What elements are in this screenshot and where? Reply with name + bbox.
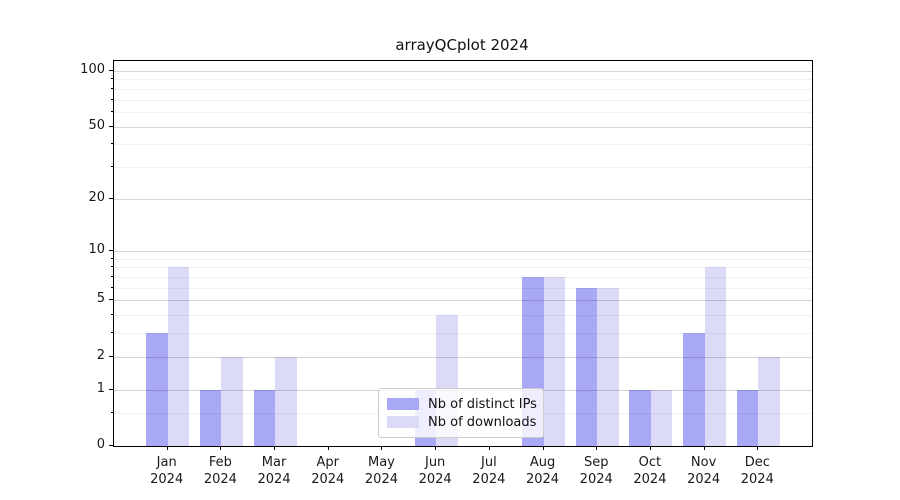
y-tick-label: 5 — [96, 291, 105, 307]
bar-jan-downloads — [167, 267, 190, 446]
bar-feb-ips — [199, 389, 222, 446]
bar-sep-ips — [575, 287, 598, 446]
y-tick — [109, 355, 114, 357]
x-tick-label: Feb 2024 — [203, 455, 237, 487]
y-tick — [109, 197, 114, 199]
y-tick-minor — [111, 165, 114, 167]
chart-title: arrayQCplot 2024 — [395, 36, 529, 54]
y-tick — [109, 70, 114, 71]
y-tick-minor — [111, 412, 114, 414]
x-tick — [757, 446, 759, 450]
x-tick — [327, 446, 329, 450]
y-tick-minor — [111, 257, 114, 259]
x-tick-label: Jan 2024 — [150, 455, 184, 487]
legend-item-distinct-ips: Nb of distinct IPs — [387, 395, 537, 413]
bar-nov-ips — [683, 333, 705, 446]
x-tick — [542, 446, 544, 450]
y-tick-label: 0 — [96, 437, 105, 452]
y-tick-label: 10 — [88, 242, 105, 258]
bar-aug-downloads — [543, 277, 565, 446]
y-tick-minor — [111, 332, 114, 334]
gridline-minor — [114, 99, 812, 101]
y-tick-label: 20 — [88, 189, 105, 205]
y-tick-minor — [111, 98, 114, 100]
bar-nov-downloads — [704, 267, 727, 446]
gridline-major — [114, 126, 812, 128]
bar-oct-ips — [629, 389, 651, 446]
x-tick — [435, 446, 437, 450]
gridline-major — [114, 251, 812, 253]
x-tick — [381, 446, 383, 450]
legend-swatch-distinct-ips — [387, 398, 419, 410]
y-tick-minor — [111, 143, 114, 145]
y-tick-label: 2 — [96, 347, 105, 363]
y-tick — [109, 125, 114, 127]
y-tick-minor — [111, 314, 114, 316]
legend-label-distinct-ips: Nb of distinct IPs — [428, 396, 537, 412]
gridline-minor — [114, 267, 812, 269]
y-tick-label: 1 — [96, 380, 105, 396]
y-tick-label: 100 — [80, 62, 105, 77]
y-tick-minor — [111, 78, 114, 80]
bar-mar-ips — [253, 389, 276, 446]
legend-swatch-downloads — [387, 416, 419, 428]
gridline-minor — [114, 258, 812, 260]
x-tick — [649, 446, 651, 450]
gridline-minor — [114, 287, 812, 289]
x-tick-label: Mar 2024 — [257, 455, 291, 487]
gridline-minor — [114, 277, 812, 279]
gridline-minor — [114, 144, 812, 146]
gridline-minor — [114, 166, 812, 168]
y-tick-minor — [111, 266, 114, 268]
y-tick-minor — [111, 276, 114, 278]
x-tick — [166, 446, 168, 450]
x-tick-label: Aug 2024 — [525, 455, 560, 487]
y-tick-minor — [111, 286, 114, 288]
y-tick — [109, 388, 114, 390]
gridline-major — [114, 300, 812, 302]
x-tick-label: Sep 2024 — [579, 455, 613, 487]
gridline-major — [114, 198, 812, 200]
y-tick — [109, 299, 114, 301]
x-tick — [596, 446, 598, 450]
x-tick-label: Jun 2024 — [418, 455, 452, 487]
y-tick-label: 50 — [88, 117, 105, 133]
legend-item-downloads: Nb of downloads — [387, 413, 537, 431]
x-tick — [488, 446, 490, 450]
x-tick — [220, 446, 222, 450]
y-tick — [109, 250, 114, 252]
x-tick — [703, 446, 705, 450]
x-tick-label: Nov 2024 — [687, 455, 721, 487]
gridline-major — [114, 356, 812, 358]
x-tick-label: Jul 2024 — [472, 455, 506, 487]
gridline-minor — [114, 333, 812, 335]
gridline-minor — [114, 88, 812, 90]
y-tick — [109, 445, 114, 446]
bar-sep-downloads — [597, 287, 619, 446]
bar-oct-downloads — [650, 389, 673, 446]
x-tick-label: Apr 2024 — [311, 455, 345, 487]
legend: Nb of distinct IPs Nb of downloads — [378, 388, 544, 438]
bar-feb-downloads — [221, 356, 243, 446]
gridline-minor — [114, 111, 812, 113]
y-tick-minor — [111, 87, 114, 89]
x-tick-label: Dec 2024 — [740, 455, 774, 487]
x-tick-label: Oct 2024 — [633, 455, 667, 487]
gridline-minor — [114, 79, 812, 81]
x-tick — [274, 446, 276, 450]
bar-dec-downloads — [758, 356, 780, 446]
gridline-minor — [114, 315, 812, 317]
y-tick-minor — [111, 110, 114, 112]
gridline-major — [114, 71, 812, 72]
bar-dec-ips — [736, 389, 759, 446]
legend-label-downloads: Nb of downloads — [428, 414, 537, 430]
bar-jan-ips — [146, 333, 168, 446]
bar-mar-downloads — [275, 356, 297, 446]
x-tick-label: May 2024 — [364, 455, 398, 487]
